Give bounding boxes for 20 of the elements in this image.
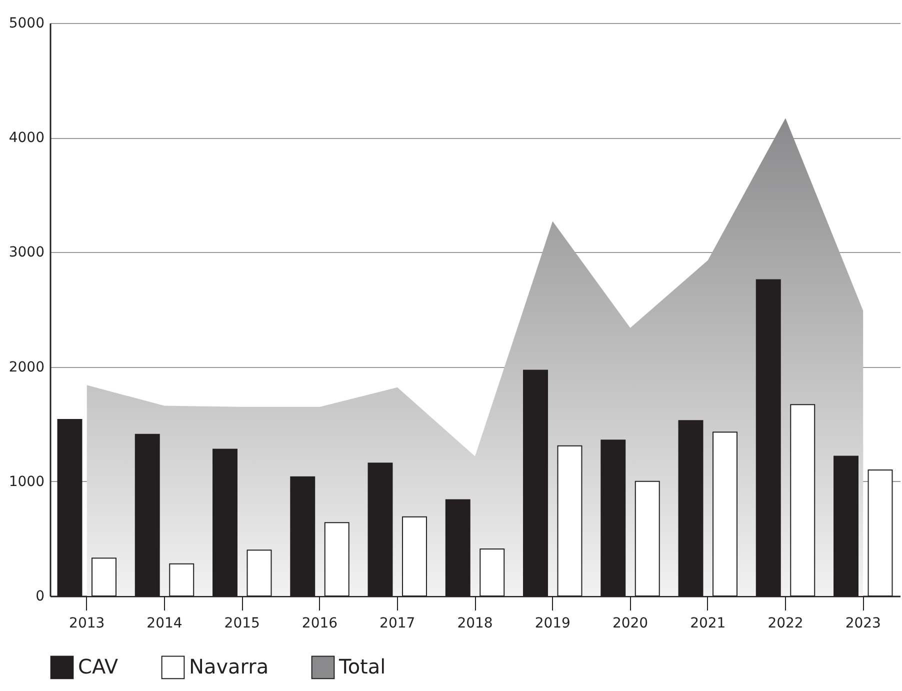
legend-label: Navarra xyxy=(189,654,269,678)
y-tick-label: 3000 xyxy=(8,244,44,261)
y-tick-label: 2000 xyxy=(8,359,44,376)
x-tick-label: 2016 xyxy=(302,616,338,632)
x-tick-label: 2017 xyxy=(380,616,416,632)
x-tick-label: 2023 xyxy=(845,616,881,632)
x-tick-label: 2015 xyxy=(224,616,260,632)
x-tick-label: 2022 xyxy=(768,616,804,632)
y-tick-label: 0 xyxy=(36,588,44,604)
legend-label: CAV xyxy=(78,654,118,678)
x-tick-label: 2019 xyxy=(534,616,570,632)
x-tick-label: 2014 xyxy=(146,616,182,632)
x-tick-label: 2021 xyxy=(690,616,726,632)
y-tick-label: 4000 xyxy=(8,130,44,146)
y-tick-label: 1000 xyxy=(8,474,44,490)
legend-label: Total xyxy=(338,654,386,678)
x-tick-label: 2018 xyxy=(457,616,493,632)
x-tick-label: 2013 xyxy=(69,616,105,632)
x-tick-label: 2020 xyxy=(612,616,648,632)
y-tick-label: 5000 xyxy=(8,16,44,32)
